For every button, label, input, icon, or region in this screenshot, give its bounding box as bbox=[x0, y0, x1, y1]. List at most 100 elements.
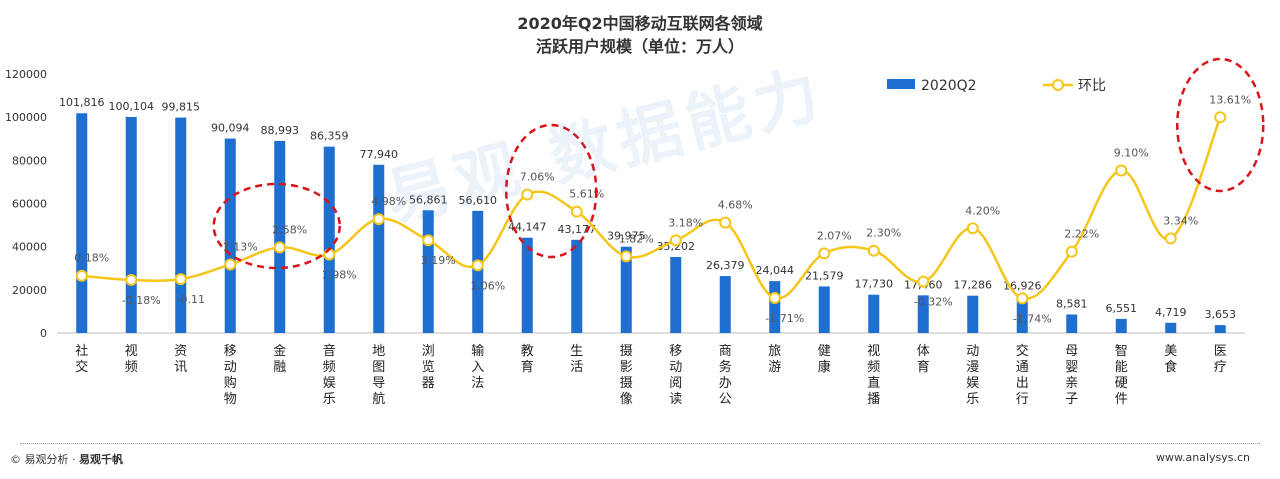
line-data-label: 1.13% bbox=[223, 240, 258, 253]
bar bbox=[818, 286, 830, 333]
x-tick-label: 视频直播 bbox=[867, 344, 880, 407]
x-tick-label: 音频娱乐 bbox=[323, 343, 336, 407]
x-tick-label: 旅游 bbox=[768, 344, 781, 375]
bar-data-label: 4,719 bbox=[1155, 306, 1187, 319]
bar bbox=[521, 237, 533, 333]
bar bbox=[967, 295, 979, 333]
line-data-label: 2.07% bbox=[817, 229, 852, 242]
y-tick-label: 0 bbox=[40, 327, 47, 340]
bar bbox=[1214, 325, 1226, 333]
legend-bar-swatch bbox=[887, 79, 915, 89]
highlight-ellipse bbox=[505, 123, 598, 259]
line-point bbox=[174, 273, 187, 286]
line-data-label: 7.06% bbox=[520, 171, 555, 184]
y-tick-label: 100000 bbox=[5, 111, 47, 124]
x-tick-label: 浏览器 bbox=[422, 343, 435, 391]
line-point bbox=[818, 247, 831, 260]
line-point bbox=[620, 250, 633, 263]
bar bbox=[422, 210, 434, 333]
line-point bbox=[422, 234, 435, 247]
y-tick-label: 80000 bbox=[12, 154, 47, 167]
footer-source: © 易观分析 · 易观千帆 bbox=[10, 451, 123, 467]
line-point bbox=[1214, 111, 1227, 124]
line-data-label: 1.98% bbox=[322, 268, 357, 281]
bar bbox=[76, 113, 88, 333]
x-tick-label: 母婴亲子 bbox=[1065, 344, 1078, 407]
x-tick-label: 商务办公 bbox=[719, 344, 732, 407]
legend-bar-label: 2020Q2 bbox=[921, 78, 977, 94]
x-tick-label: 资讯 bbox=[174, 344, 187, 375]
bar bbox=[274, 140, 286, 333]
line-point bbox=[125, 273, 138, 286]
line-data-label: -1.71% bbox=[765, 312, 804, 325]
bar bbox=[125, 116, 137, 333]
x-tick-label: 输入法 bbox=[471, 343, 484, 391]
y-tick-label: 40000 bbox=[12, 241, 47, 254]
x-tick-label: 医疗 bbox=[1214, 344, 1227, 375]
bar bbox=[373, 164, 385, 333]
bar-data-label: 44,147 bbox=[508, 221, 547, 234]
highlight-ellipse bbox=[1176, 57, 1265, 193]
x-tick-label: 交通出行 bbox=[1016, 343, 1029, 407]
line-data-label: -0.18% bbox=[122, 294, 161, 307]
line-point bbox=[224, 258, 237, 271]
bar-data-label: 21,579 bbox=[805, 269, 844, 282]
bar bbox=[769, 281, 781, 333]
bar-data-label: 17,286 bbox=[954, 279, 993, 292]
legend-line-marker bbox=[1052, 79, 1064, 91]
x-tick-label: 生活 bbox=[570, 344, 583, 375]
y-tick-label: 60000 bbox=[12, 198, 47, 211]
footer-source-prefix: © 易观分析 · bbox=[10, 453, 79, 466]
line-point bbox=[1065, 245, 1078, 258]
bar-data-label: 88,993 bbox=[261, 124, 300, 137]
bar bbox=[1165, 322, 1177, 333]
y-tick-label: 20000 bbox=[12, 284, 47, 297]
line-point bbox=[1016, 292, 1029, 305]
footer-divider bbox=[20, 443, 1260, 444]
line-data-label: 9.10% bbox=[1114, 146, 1149, 159]
bar bbox=[175, 117, 187, 334]
x-tick-label: 社交 bbox=[75, 343, 88, 375]
y-tick-label: 120000 bbox=[5, 68, 47, 81]
line-data-label: -1.74% bbox=[1013, 312, 1052, 325]
line-data-label: 3.18% bbox=[668, 216, 703, 229]
x-tick-label: 地图导航 bbox=[372, 344, 385, 407]
bar-data-label: 6,551 bbox=[1106, 302, 1138, 315]
footer-source-brand: 易观千帆 bbox=[79, 453, 123, 466]
bar-data-label: 56,610 bbox=[459, 194, 498, 207]
line-point bbox=[471, 259, 484, 272]
line-data-label: 13.61% bbox=[1209, 93, 1251, 106]
x-tick-label: 金融 bbox=[273, 343, 286, 375]
bar-data-label: 8,581 bbox=[1056, 297, 1088, 310]
x-tick-label: 体育 bbox=[917, 344, 930, 375]
x-tick-label: 美食 bbox=[1164, 344, 1177, 375]
line-point bbox=[570, 205, 583, 218]
x-tick-label: 视频 bbox=[125, 344, 138, 375]
highlight-ellipse bbox=[212, 182, 341, 270]
x-tick-label: 健康 bbox=[818, 344, 831, 375]
bar-data-label: 17,730 bbox=[855, 278, 894, 291]
footer-website: www.analysys.cn bbox=[1156, 451, 1250, 464]
line-point bbox=[521, 188, 534, 201]
line-data-label: 4.98% bbox=[371, 195, 406, 208]
bar-data-label: 100,104 bbox=[109, 100, 155, 113]
line-point bbox=[966, 222, 979, 235]
chart-subtitle: 活跃用户规模（单位：万人） bbox=[536, 37, 744, 56]
line-data-label: 5.61% bbox=[569, 188, 604, 201]
line-point bbox=[1115, 164, 1128, 177]
bar bbox=[1066, 314, 1078, 333]
legend-line-label: 环比 bbox=[1078, 78, 1106, 94]
x-tick-label: 智能硬件 bbox=[1115, 344, 1128, 407]
x-tick-label: 移动阅读 bbox=[669, 344, 682, 407]
line-data-label: 3.19% bbox=[421, 254, 456, 267]
line-data-label: -0.11 bbox=[177, 293, 205, 306]
line-data-label: 2.22% bbox=[1064, 228, 1099, 241]
bar-data-label: 56,861 bbox=[409, 193, 448, 206]
line-data-label: 3.34% bbox=[1163, 214, 1198, 227]
line-data-label: 2.58% bbox=[272, 223, 307, 236]
x-tick-label: 动漫娱乐 bbox=[966, 344, 979, 407]
line-point bbox=[669, 234, 682, 247]
bar bbox=[917, 295, 929, 333]
bar bbox=[670, 257, 682, 333]
